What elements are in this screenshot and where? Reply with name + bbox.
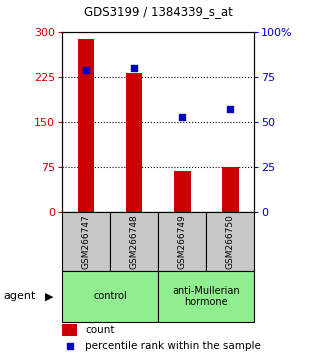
- Bar: [158, 212, 206, 271]
- Bar: [62, 271, 158, 322]
- Bar: [174, 171, 191, 212]
- Bar: [126, 73, 143, 212]
- Point: [83, 67, 89, 73]
- Bar: [78, 39, 95, 212]
- Text: ▶: ▶: [45, 291, 54, 302]
- Text: agent: agent: [3, 291, 35, 302]
- Text: percentile rank within the sample: percentile rank within the sample: [85, 341, 261, 350]
- Point: [228, 107, 232, 112]
- Text: GSM266748: GSM266748: [130, 214, 139, 269]
- Text: GDS3199 / 1384339_s_at: GDS3199 / 1384339_s_at: [84, 5, 232, 18]
- Text: GSM266750: GSM266750: [226, 214, 235, 269]
- Point: [179, 114, 184, 120]
- Bar: [62, 212, 110, 271]
- Text: control: control: [93, 291, 127, 302]
- Point: [131, 65, 136, 71]
- Bar: [222, 167, 239, 212]
- Text: GSM266747: GSM266747: [82, 214, 91, 269]
- Bar: [158, 271, 254, 322]
- Bar: [110, 212, 158, 271]
- Text: anti-Mullerian
hormone: anti-Mullerian hormone: [172, 286, 240, 307]
- Text: GSM266749: GSM266749: [178, 214, 187, 269]
- Bar: [206, 212, 254, 271]
- Bar: [62, 324, 78, 336]
- Text: count: count: [85, 325, 115, 335]
- Point: [67, 343, 72, 348]
